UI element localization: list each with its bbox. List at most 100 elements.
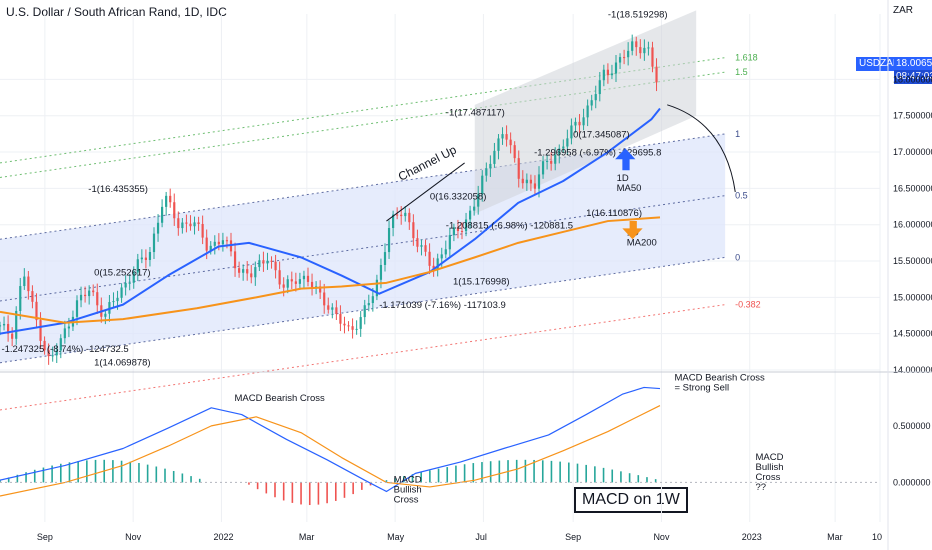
candle-body — [75, 300, 79, 317]
candle — [635, 36, 638, 56]
candle-body — [0, 325, 2, 327]
candle — [331, 303, 334, 319]
candle-body — [7, 323, 10, 334]
candle — [63, 320, 66, 344]
candle — [456, 219, 460, 239]
candle — [343, 316, 346, 334]
candle-body — [537, 174, 541, 189]
last-leg-channel-zone — [474, 10, 697, 214]
macd-histogram-bar — [515, 459, 518, 483]
candle-body — [165, 195, 168, 207]
candle-body — [400, 214, 403, 217]
macd-histogram-bar — [16, 474, 19, 483]
price-annotation: 0(17.345087) — [573, 130, 630, 141]
candle — [351, 318, 354, 339]
candle-body — [533, 183, 537, 189]
candle-body — [460, 231, 464, 233]
candle — [92, 284, 95, 297]
macd-histogram-bar — [129, 461, 132, 483]
macd-histogram-bar — [550, 460, 553, 483]
candle-body — [473, 206, 476, 211]
candle — [274, 254, 277, 279]
candle-body — [392, 214, 395, 228]
candle-body — [477, 194, 480, 207]
candle-body — [485, 168, 488, 176]
candle-body — [618, 57, 622, 63]
candle-body — [92, 290, 95, 293]
fib-level-label: 0.5 — [735, 191, 748, 201]
candle — [152, 227, 156, 259]
candle-body — [623, 57, 626, 59]
macd-histogram-bar — [352, 482, 354, 495]
candle — [501, 127, 504, 145]
candle-body — [396, 214, 399, 216]
macd-histogram-bar — [274, 482, 276, 498]
candle-body — [424, 245, 427, 252]
candle-body — [416, 238, 419, 247]
macd-histogram-bar — [94, 459, 97, 483]
candle — [643, 39, 646, 61]
candle-body — [270, 260, 273, 262]
price-tag-value: 18.006500 — [894, 57, 932, 71]
time-tick-label: 10 — [872, 532, 882, 542]
candle — [144, 249, 147, 269]
candle-body — [343, 323, 346, 326]
candle — [75, 295, 79, 326]
candle — [582, 108, 585, 131]
candle — [363, 299, 366, 325]
candle — [525, 173, 528, 191]
price-tick-label: 16.500000 — [893, 183, 932, 193]
candle — [586, 99, 589, 127]
candle — [367, 294, 370, 312]
candle-body — [655, 66, 658, 83]
candle-body — [379, 264, 383, 280]
fib-level-label: 1.5 — [735, 67, 748, 77]
candle-body — [79, 294, 83, 301]
candle-body — [432, 265, 435, 270]
macd-histogram-bar — [654, 479, 657, 483]
time-tick-label: Sep — [565, 532, 581, 542]
candle-body — [505, 134, 508, 140]
candle — [355, 320, 358, 335]
macd-histogram-bar — [265, 482, 268, 494]
candle — [294, 272, 297, 292]
macd-histogram-bar — [343, 482, 346, 498]
candle — [448, 227, 451, 258]
candle-body — [266, 260, 269, 264]
candle-body — [233, 251, 237, 269]
candle — [213, 235, 216, 255]
candle-body — [140, 257, 143, 260]
candle-body — [501, 134, 504, 139]
candle-body — [331, 307, 334, 310]
candle — [606, 63, 609, 84]
price-annotation: -1(16.435355) — [88, 184, 148, 195]
macd-tick-label: 0.000000 — [893, 477, 931, 487]
candle-body — [185, 222, 188, 224]
candle-body — [27, 276, 30, 292]
candle-body — [116, 297, 119, 302]
candle-body — [631, 41, 634, 51]
price-tick-label: 18.000000 — [893, 74, 932, 84]
projection-curve — [667, 104, 736, 193]
macd-histogram-bar — [394, 478, 396, 483]
candle-body — [521, 178, 524, 184]
candle — [0, 321, 2, 336]
macd-histogram-bar — [308, 482, 311, 506]
candle-body — [35, 301, 38, 321]
candle-body — [590, 100, 593, 106]
time-tick-label: Sep — [37, 532, 53, 542]
candle-body — [367, 303, 370, 306]
price-annotation: 1(14.069878) — [94, 358, 151, 369]
candle-body — [213, 241, 216, 246]
macd-histogram-bar — [317, 482, 320, 505]
candle-body — [529, 179, 532, 184]
candle — [120, 283, 123, 303]
candle — [112, 292, 115, 308]
candle-body — [238, 268, 241, 273]
candle-body — [120, 287, 123, 298]
candle-body — [327, 305, 330, 310]
candle-body — [497, 138, 500, 151]
macd-histogram-bar — [594, 466, 596, 483]
macd-histogram-bar — [455, 465, 457, 483]
macd-histogram-bar — [429, 470, 431, 483]
